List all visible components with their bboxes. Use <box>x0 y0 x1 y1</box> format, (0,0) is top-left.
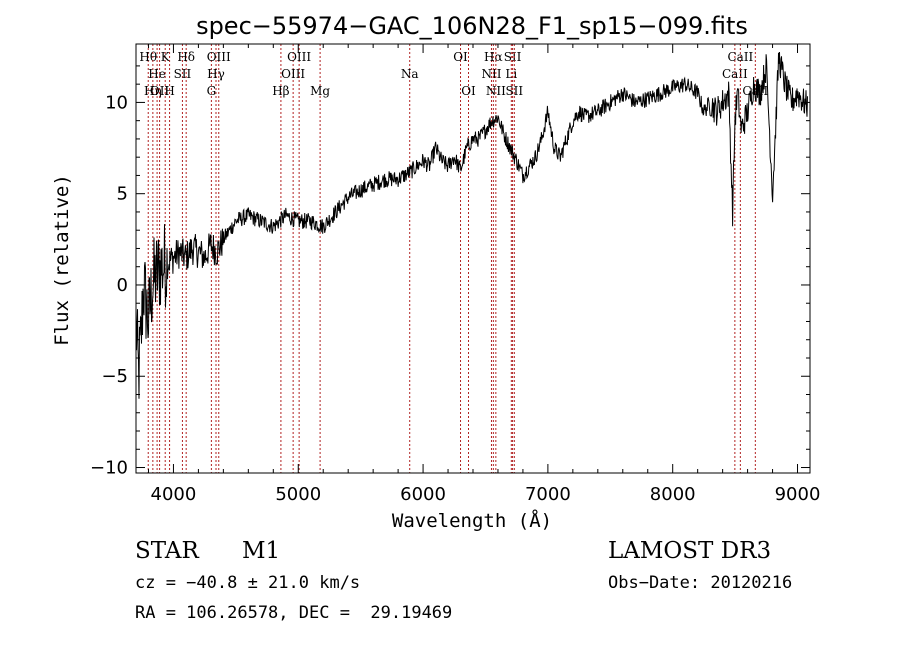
redshift-cz: cz = −40.8 ± 21.0 km/s <box>135 573 361 593</box>
x-tick-label: 8000 <box>650 484 696 505</box>
y-tick-label: 10 <box>105 92 128 113</box>
y-axis-label: Flux (relative) <box>51 174 73 346</box>
chart-title: spec−55974−GAC_106N28_F1_sp15−099.fits <box>196 12 748 40</box>
spectrum-chart: spec−55974−GAC_106N28_F1_sp15−099.fits H… <box>51 12 821 532</box>
spectral-line-label: Na <box>401 67 419 81</box>
spectral-line-label: SII <box>505 84 523 98</box>
object-class: STAR <box>135 538 199 564</box>
spectral-line-label: CaII <box>727 50 753 64</box>
spectral-line-label: OIII <box>287 50 311 64</box>
spectral-line-label: H <box>164 84 174 98</box>
spectral-line-label: Hη <box>144 84 162 98</box>
x-axis-label: Wavelength (Å) <box>392 509 552 532</box>
spectral-line-label: OIII <box>281 67 305 81</box>
spectral-line-label: G <box>207 84 217 98</box>
spectral-line-label: Hα <box>484 50 503 64</box>
spectral-line-label: Hδ <box>177 50 195 64</box>
spectral-line-label: NII <box>486 84 506 98</box>
x-tick-label: 4000 <box>151 484 197 505</box>
spectral-line-label: He <box>148 67 166 81</box>
y-tick-label: −5 <box>101 366 128 387</box>
spectral-line-markers: HθHηHeOIIKHSIIHδGHγOIIIHβOIIIOIIIMgNaOIO… <box>139 44 768 473</box>
spectral-line-label: Li <box>505 67 517 81</box>
spectral-line-label: OI <box>453 50 468 64</box>
x-tick-label: 9000 <box>775 484 821 505</box>
y-tick-label: 0 <box>117 275 128 296</box>
spectral-line-label: OII <box>150 84 170 98</box>
x-tick-label: 5000 <box>275 484 321 505</box>
x-tick-label: 7000 <box>525 484 571 505</box>
spectral-line-label: Hθ <box>139 50 157 64</box>
survey-name: LAMOST DR3 <box>608 538 772 564</box>
spectrum-series <box>135 51 808 399</box>
observation-date: Obs−Date: 20120216 <box>608 573 793 593</box>
spectral-line-label: Mg <box>310 84 330 98</box>
y-tick-label: 5 <box>117 184 128 205</box>
spectral-line-label: Hβ <box>272 84 289 98</box>
y-tick-label: −10 <box>90 458 128 479</box>
spectral-line-label: OIII <box>207 50 231 64</box>
spectrum-line <box>135 51 808 399</box>
spectral-line-label: Hγ <box>207 67 225 81</box>
ra-dec-coordinates: RA = 106.26578, DEC = 29.19469 <box>135 603 453 623</box>
y-axis: −10 −5 0 5 10 <box>90 65 810 479</box>
spectral-line-label: K <box>161 50 171 64</box>
x-tick-label: 6000 <box>400 484 446 505</box>
spectral-line-label: CaII <box>722 67 748 81</box>
spectral-line-label: NII <box>481 67 501 81</box>
object-subclass: M1 <box>242 538 281 564</box>
spectral-line-label: OI <box>461 84 476 98</box>
plot-frame <box>135 43 811 474</box>
x-axis: 4000 5000 6000 7000 8000 9000 <box>147 44 821 505</box>
spectral-line-label: SII <box>504 50 522 64</box>
spectral-line-label: SII <box>174 67 192 81</box>
